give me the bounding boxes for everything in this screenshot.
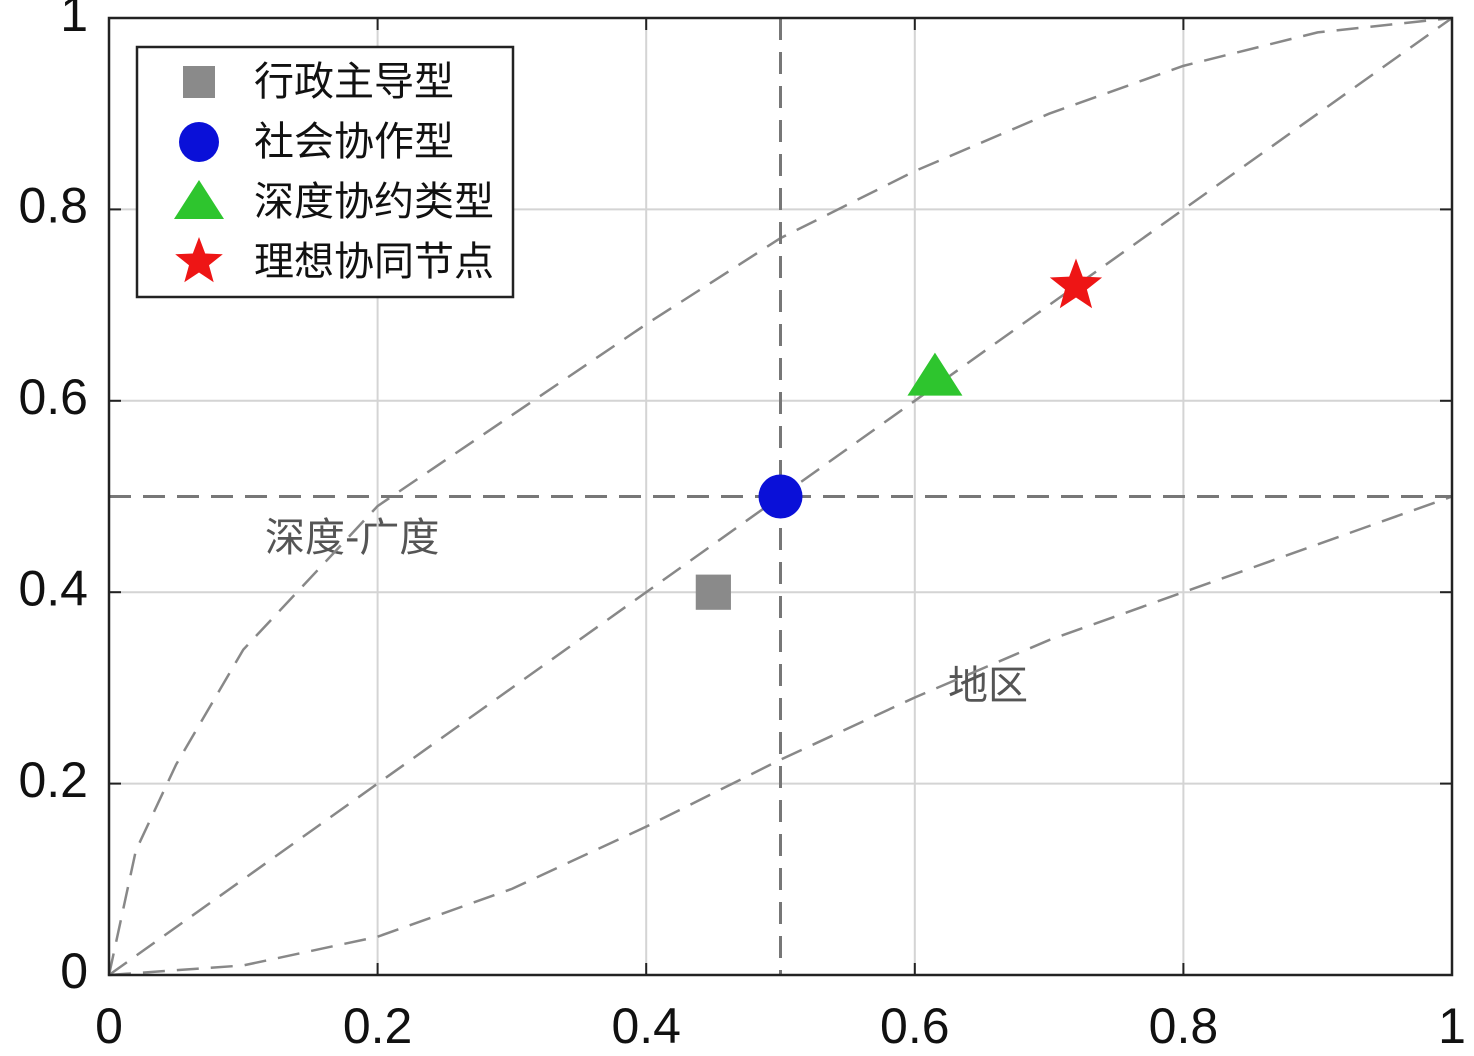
y-tick-label: 1 (60, 0, 88, 42)
reference-curve (107, 16, 1453, 976)
legend-marker (179, 122, 219, 162)
legend-marker (183, 66, 215, 98)
x-tick-label: 0.4 (611, 998, 681, 1054)
legend-label: 理想协同节点 (254, 239, 494, 285)
marker-triangle (907, 352, 963, 396)
y-tick-label: 0.8 (18, 178, 88, 234)
x-tick-label: 1 (1438, 998, 1466, 1054)
x-tick-label: 0.6 (880, 998, 950, 1054)
marker-star (1049, 258, 1103, 309)
y-tick-label: 0.2 (18, 752, 88, 808)
plot-frame (107, 16, 1454, 977)
legend-marker (174, 180, 224, 219)
marker-circle (758, 474, 803, 519)
legend-label: 行政主导型 (254, 59, 454, 105)
x-tick-label: 0.8 (1149, 998, 1219, 1054)
marker-square (695, 574, 731, 610)
x-tick-label: 0 (95, 998, 123, 1054)
legend-label: 社会协作型 (254, 119, 454, 165)
y-tick-label: 0.4 (18, 560, 88, 616)
annotation: 地区 (948, 663, 1028, 709)
annotation: 深度-广度 (265, 515, 439, 561)
y-tick-label: 0.6 (18, 369, 88, 425)
x-tick-label: 0.2 (343, 998, 413, 1054)
y-tick-label: 0 (60, 943, 88, 999)
legend-marker (175, 237, 223, 283)
legend-label: 深度协约类型 (254, 179, 494, 225)
reference-curve (108, 495, 1453, 977)
